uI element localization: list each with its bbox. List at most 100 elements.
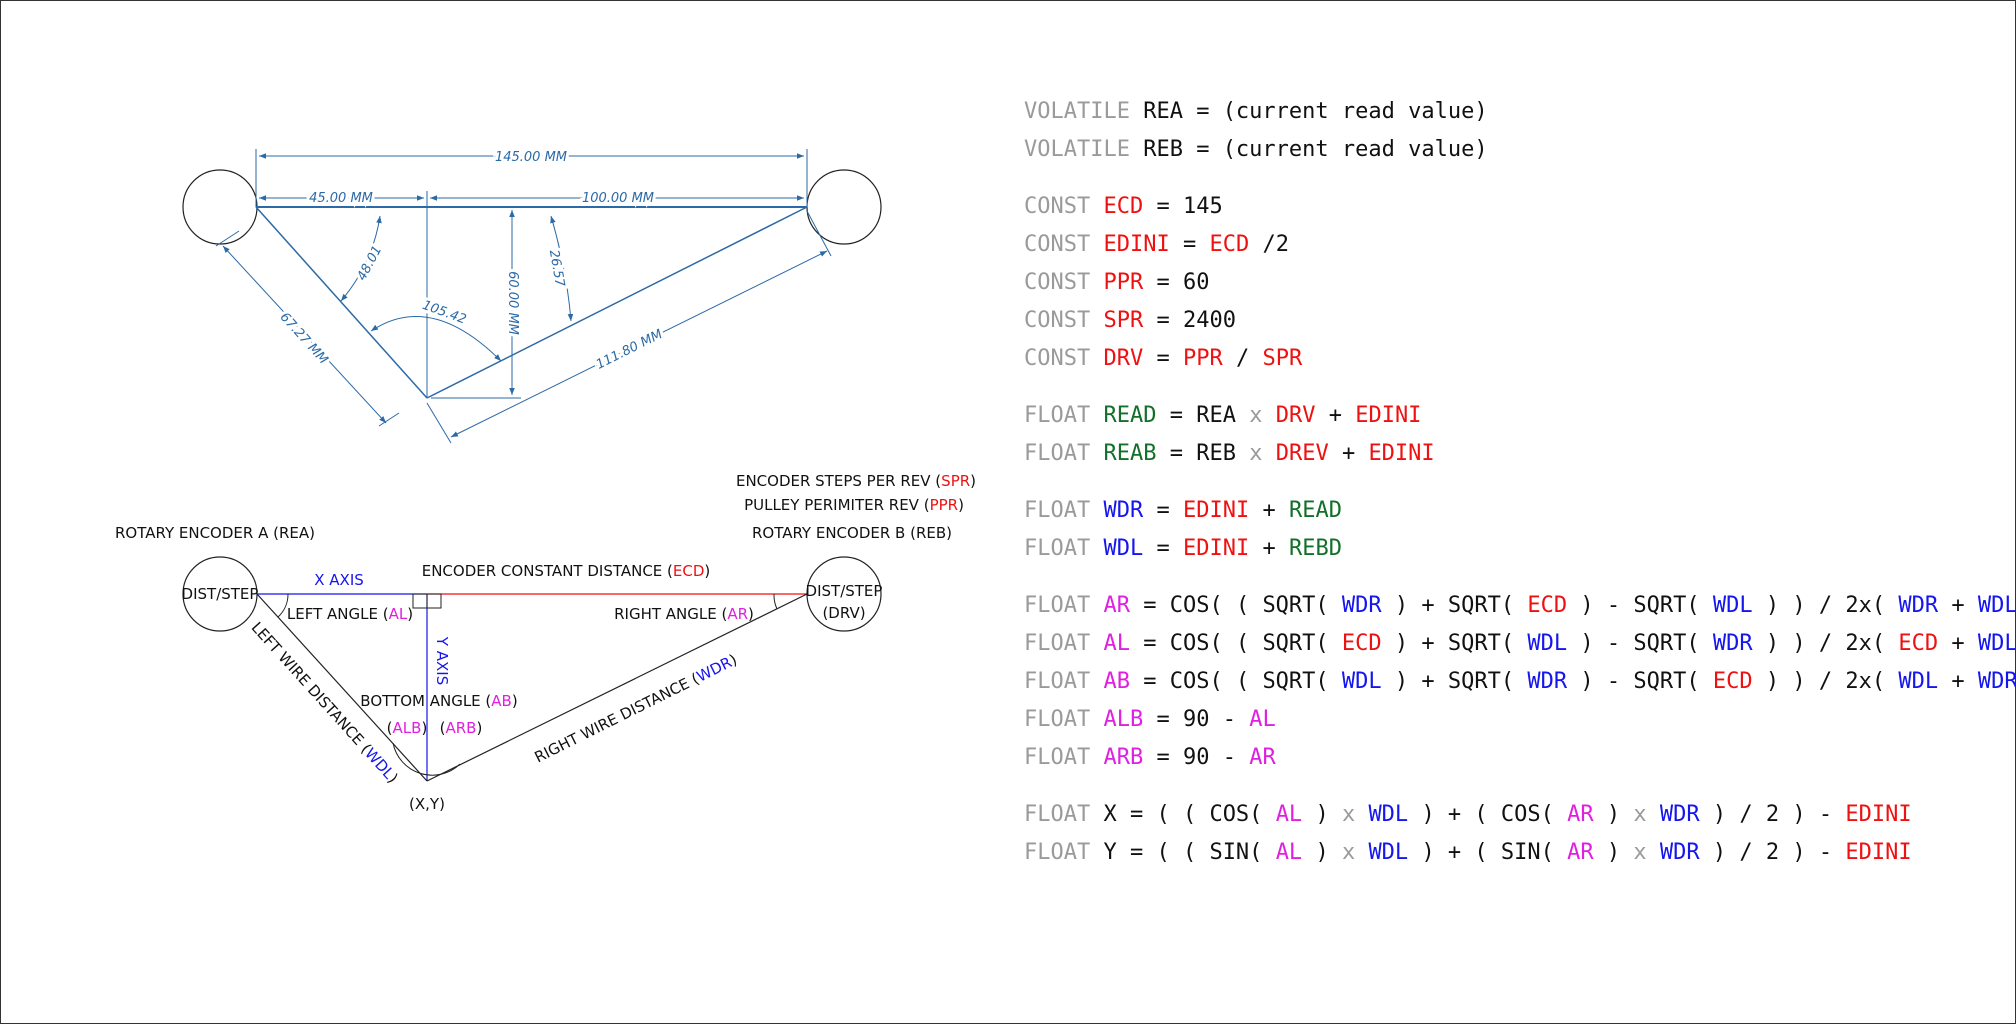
code-token: WDR	[1659, 840, 1700, 865]
diagrams: 145.00 MM 45.00 MM 100.00 MM 60.00 MM 67…	[115, 147, 976, 813]
encoder-b-node-sublabel: (DRV)	[822, 604, 865, 622]
code-token: ) + ( SIN(	[1421, 840, 1554, 865]
code-token: FLOAT	[1024, 669, 1091, 694]
code-token: =	[1156, 536, 1170, 561]
code-gap	[1024, 777, 2016, 796]
code-token: = 60	[1156, 270, 1210, 295]
code-line: CONST PPR = 60	[1024, 264, 2016, 302]
right-angle-label: RIGHT ANGLE (AR)	[614, 605, 754, 623]
x-axis-label: X AXIS	[314, 571, 364, 589]
code-token: ) - SQRT(	[1580, 593, 1700, 618]
code-token: VOLATILE	[1024, 137, 1130, 162]
code-token: WDL	[1341, 669, 1382, 694]
code-token: ) / 2 ) -	[1712, 802, 1833, 827]
code-line: CONST DRV = PPR / SPR	[1024, 340, 2016, 378]
code-token: REBD	[1288, 536, 1342, 561]
dim-right: 100.00 MM	[582, 191, 654, 206]
left-angle-label: LEFT ANGLE (AL)	[287, 605, 413, 623]
encoder-a-node-label: DIST/STEP	[182, 585, 259, 603]
code-token: ECD	[1712, 669, 1753, 694]
code-token: EDINI	[1845, 802, 1912, 827]
code-token: PPR	[1182, 346, 1223, 371]
code-token: WDL	[1527, 631, 1568, 656]
pulley-perimeter-label: PULLEY PERIMITER REV (PPR)	[744, 496, 964, 514]
code-token: = 90 -	[1156, 707, 1236, 732]
rotary-encoder-b-label: ROTARY ENCODER B (REB)	[752, 524, 952, 542]
code-line: CONST ECD = 145	[1024, 188, 2016, 226]
code-token: +	[1951, 593, 1965, 618]
code-token: ECD	[1527, 593, 1568, 618]
left-angle-arc	[277, 593, 289, 618]
code-token: x	[1249, 403, 1263, 428]
code-token: AR	[1567, 840, 1594, 865]
dim-left-wire: 67.27 MM	[277, 310, 331, 367]
code-token: = REB	[1169, 441, 1236, 466]
ecd-label: ENCODER CONSTANT DISTANCE (ECD)	[422, 562, 711, 580]
code-token: ARB	[1103, 745, 1144, 770]
code-token: ALB	[1103, 707, 1144, 732]
code-token: DREV	[1275, 441, 1329, 466]
code-line: FLOAT WDL = EDINI + REBD	[1024, 530, 2016, 568]
code-line: FLOAT X = ( ( COS( AL ) x WDL ) + ( COS(…	[1024, 796, 2016, 834]
code-token: FLOAT	[1024, 593, 1091, 618]
code-gap	[1024, 169, 2016, 188]
code-token: =	[1156, 498, 1170, 523]
point-xy-label: (X,Y)	[409, 795, 445, 813]
code-token: x	[1249, 441, 1263, 466]
dim-left: 45.00 MM	[309, 191, 373, 206]
code-token: FLOAT	[1024, 403, 1091, 428]
right-wire-label: RIGHT WIRE DISTANCE (WDR)	[532, 651, 740, 767]
code-token: ) + SQRT(	[1394, 593, 1515, 618]
code-token: x	[1633, 840, 1647, 865]
code-token: ) + SQRT(	[1394, 631, 1515, 656]
encoder-b-circle	[806, 556, 882, 632]
code-token: WDL	[1103, 536, 1144, 561]
code-token: /2	[1262, 232, 1289, 257]
top-right-wire	[426, 206, 808, 399]
bottom-angle-arc	[392, 742, 461, 776]
code-token: ) / 2 ) -	[1712, 840, 1833, 865]
code-token: +	[1328, 403, 1342, 428]
code-token: READ	[1288, 498, 1342, 523]
code-token: EDINI	[1355, 403, 1422, 428]
code-token: CONST	[1024, 308, 1091, 333]
code-token: = COS( ( SQRT(	[1143, 669, 1329, 694]
left-wire-line	[256, 593, 428, 782]
code-line: FLOAT READ = REA x DRV + EDINI	[1024, 397, 2016, 435]
code-line: FLOAT ARB = 90 - AR	[1024, 739, 2016, 777]
code-token: SPR	[1103, 308, 1144, 333]
angle-right: 26.57	[546, 249, 567, 289]
code-token: +	[1951, 631, 1965, 656]
code-token: +	[1262, 498, 1276, 523]
code-token: EDINI	[1182, 536, 1250, 561]
right-wire-line	[426, 593, 808, 782]
code-line: VOLATILE REB = (current read value)	[1024, 131, 2016, 169]
code-token: = 90 -	[1156, 745, 1236, 770]
code-token: PPR	[1103, 270, 1144, 295]
code-token: WDR	[1103, 498, 1144, 523]
code-token: EDINI	[1368, 441, 1435, 466]
code-token: ECD	[1898, 631, 1939, 656]
angle-left: 48.01	[355, 243, 386, 283]
code-token: WDL	[1712, 593, 1753, 618]
y-axis-label: Y AXIS	[433, 636, 451, 685]
dim-total: 145.00 MM	[495, 150, 567, 165]
code-token: REAB	[1103, 441, 1157, 466]
code-token: VOLATILE	[1024, 99, 1130, 124]
left-pulley-circle	[182, 169, 258, 245]
code-token: ) + ( COS(	[1421, 802, 1554, 827]
code-token: = COS( ( SQRT(	[1143, 631, 1329, 656]
code-token: =	[1182, 232, 1197, 257]
code-token: CONST	[1024, 346, 1091, 371]
code-token: FLOAT	[1024, 707, 1091, 732]
code-token: WDL	[1977, 593, 2016, 618]
code-token: ECD	[1209, 232, 1250, 257]
code-token: = COS( ( SQRT(	[1143, 593, 1329, 618]
code-token: ) ) / 2x(	[1765, 631, 1886, 656]
code-token: FLOAT	[1024, 441, 1091, 466]
code-token: CONST	[1024, 270, 1091, 295]
code-token: )	[1315, 802, 1329, 827]
right-angle-arc	[773, 593, 778, 610]
code-token: = 145	[1156, 194, 1223, 219]
code-token: WDR	[1341, 593, 1382, 618]
